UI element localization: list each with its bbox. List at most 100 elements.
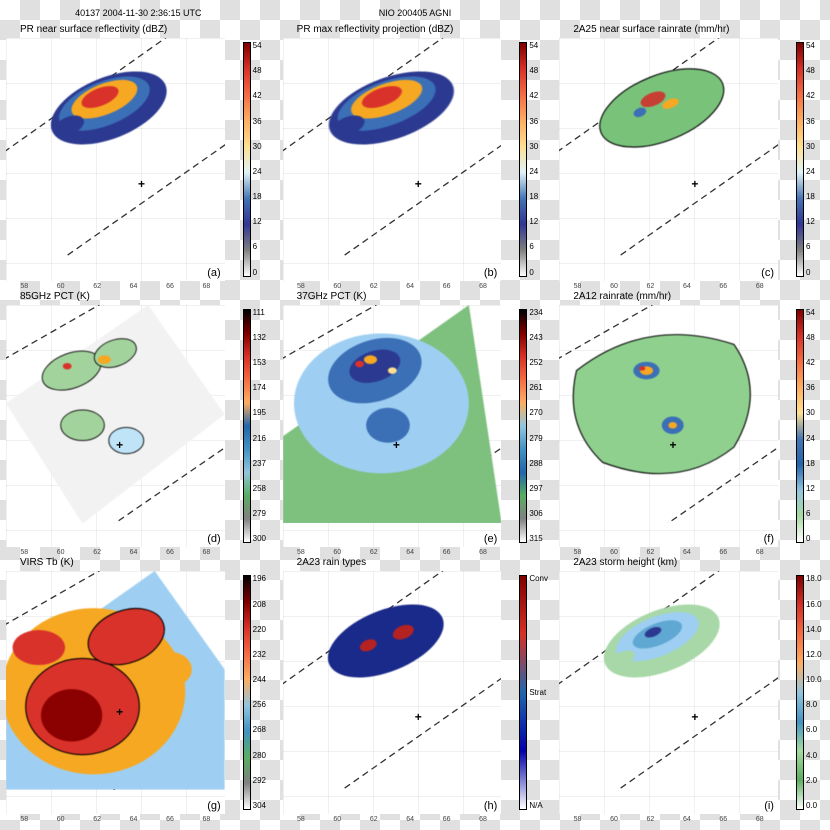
colorbar-tick: 256: [253, 701, 275, 709]
colorbar-tick: 18: [806, 193, 828, 201]
colorbar-ticks: 544842363024181260: [806, 42, 828, 277]
x-tick: 58: [574, 816, 582, 826]
colorbar-tick: Strat: [529, 689, 551, 697]
panel-title: PR max reflectivity projection (dBZ): [297, 24, 454, 35]
colorbar-tick: 36: [806, 384, 828, 392]
x-tick: 66: [719, 816, 727, 826]
colorbar-tick: 36: [253, 118, 275, 126]
colorbar-tick: 270: [529, 409, 551, 417]
colorbar-tick: 48: [806, 67, 828, 75]
panel-c: 2A25 near surface rainrate (mm/hr) + (c)…: [553, 24, 830, 291]
colorbar-tick: N/A: [529, 802, 551, 810]
panel-label: (c): [761, 267, 774, 279]
panel-f: 2A12 rainrate (mm/hr) + (f) 544842363024…: [553, 291, 830, 558]
colorbar: [243, 309, 251, 544]
center-cross-icon: +: [116, 705, 123, 719]
colorbar-tick: 30: [253, 143, 275, 151]
panel-b: PR max reflectivity projection (dBZ) + (…: [277, 24, 554, 291]
center-cross-icon: +: [116, 438, 123, 452]
center-cross-icon: +: [415, 710, 422, 724]
panel-i: 2A23 storm height (km) + (i) 18.016.014.…: [553, 557, 830, 824]
plot-area: +: [559, 38, 778, 281]
center-cross-icon: +: [691, 177, 698, 191]
colorbar-tick: 279: [253, 510, 275, 518]
plot-area: +: [559, 571, 778, 814]
colorbar-tick: 48: [806, 334, 828, 342]
colorbar: [243, 575, 251, 810]
plot-area: +: [6, 305, 225, 548]
colorbar-tick: 258: [253, 485, 275, 493]
colorbar-tick: 292: [253, 777, 275, 785]
colorbar-ticks: 544842363024181260: [253, 42, 275, 277]
plot-area: +: [283, 571, 502, 814]
colorbar-tick: 0: [529, 269, 551, 277]
x-tick: 60: [610, 816, 618, 826]
colorbar-tick: 244: [253, 676, 275, 684]
colorbar-tick: 220: [253, 626, 275, 634]
colorbar-tick: 24: [806, 435, 828, 443]
colorbar-tick: 111: [253, 309, 275, 317]
colorbar-tick: 16.0: [806, 601, 828, 609]
panel-label: (f): [764, 533, 774, 545]
colorbar-tick: 288: [529, 460, 551, 468]
x-tick: 64: [406, 816, 414, 826]
colorbar-tick: 0: [806, 535, 828, 543]
panel-g: VIRS Tb (K) + (g) 1962082202322442562682…: [0, 557, 277, 824]
panel-e: 37GHz PCT (K) + (e) 23424325226127027928…: [277, 291, 554, 558]
x-tick: 62: [93, 816, 101, 826]
colorbar-tick: 268: [253, 726, 275, 734]
colorbar-tick: 174: [253, 384, 275, 392]
x-tick: 64: [130, 816, 138, 826]
colorbar-ticks: ConvStratN/A: [529, 575, 551, 810]
panel-title: 2A12 rainrate (mm/hr): [573, 291, 671, 302]
center-cross-icon: +: [691, 710, 698, 724]
panel-title: 85GHz PCT (K): [20, 291, 90, 302]
center-cross-icon: +: [138, 177, 145, 191]
colorbar-tick: 196: [253, 575, 275, 583]
panel-label: (g): [207, 800, 220, 812]
colorbar-tick: 18: [253, 193, 275, 201]
x-tick: 66: [443, 816, 451, 826]
x-axis-ticks: 586062646668: [283, 816, 502, 826]
x-axis-ticks: 586062646668: [559, 816, 778, 826]
colorbar-tick: 208: [253, 601, 275, 609]
x-tick: 60: [333, 816, 341, 826]
colorbar-ticks: 196208220232244256268280292304: [253, 575, 275, 810]
colorbar-tick: 8.0: [806, 701, 828, 709]
colorbar-tick: 280: [253, 752, 275, 760]
colorbar-tick: 4.0: [806, 752, 828, 760]
panel-label: (b): [484, 267, 497, 279]
plot-area: +: [559, 305, 778, 548]
colorbar-tick: 54: [253, 42, 275, 50]
x-tick: 60: [57, 816, 65, 826]
colorbar: [796, 42, 804, 277]
colorbar-tick: 18.0: [806, 575, 828, 583]
colorbar-ticks: 18.016.014.012.010.08.06.04.02.00.0: [806, 575, 828, 810]
colorbar-tick: 48: [529, 67, 551, 75]
colorbar-tick: 18: [529, 193, 551, 201]
colorbar: [519, 309, 527, 544]
colorbar-tick: 237: [253, 460, 275, 468]
colorbar-tick: 36: [529, 118, 551, 126]
colorbar-tick: 6.0: [806, 726, 828, 734]
colorbar-tick: 10.0: [806, 676, 828, 684]
x-tick: 68: [479, 816, 487, 826]
colorbar-tick: 261: [529, 384, 551, 392]
colorbar-tick: 12: [529, 218, 551, 226]
colorbar-tick: 6: [806, 243, 828, 251]
panel-title: 37GHz PCT (K): [297, 291, 367, 302]
colorbar-tick: 234: [529, 309, 551, 317]
colorbar-ticks: 111132153174195216237258279300: [253, 309, 275, 544]
colorbar-tick: 42: [253, 92, 275, 100]
colorbar-tick: 24: [806, 168, 828, 176]
colorbar-ticks: 234243252261270279288297306315: [529, 309, 551, 544]
colorbar-tick: 18: [806, 460, 828, 468]
colorbar-tick: 30: [806, 409, 828, 417]
colorbar-tick: 279: [529, 435, 551, 443]
header-right: NIO 200405 AGNI: [277, 8, 554, 18]
panel-title: 2A25 near surface rainrate (mm/hr): [573, 24, 729, 35]
panel-label: (a): [207, 267, 220, 279]
panel-label: (d): [207, 533, 220, 545]
x-axis-ticks: 586062646668: [6, 816, 225, 826]
colorbar-tick: 54: [806, 309, 828, 317]
